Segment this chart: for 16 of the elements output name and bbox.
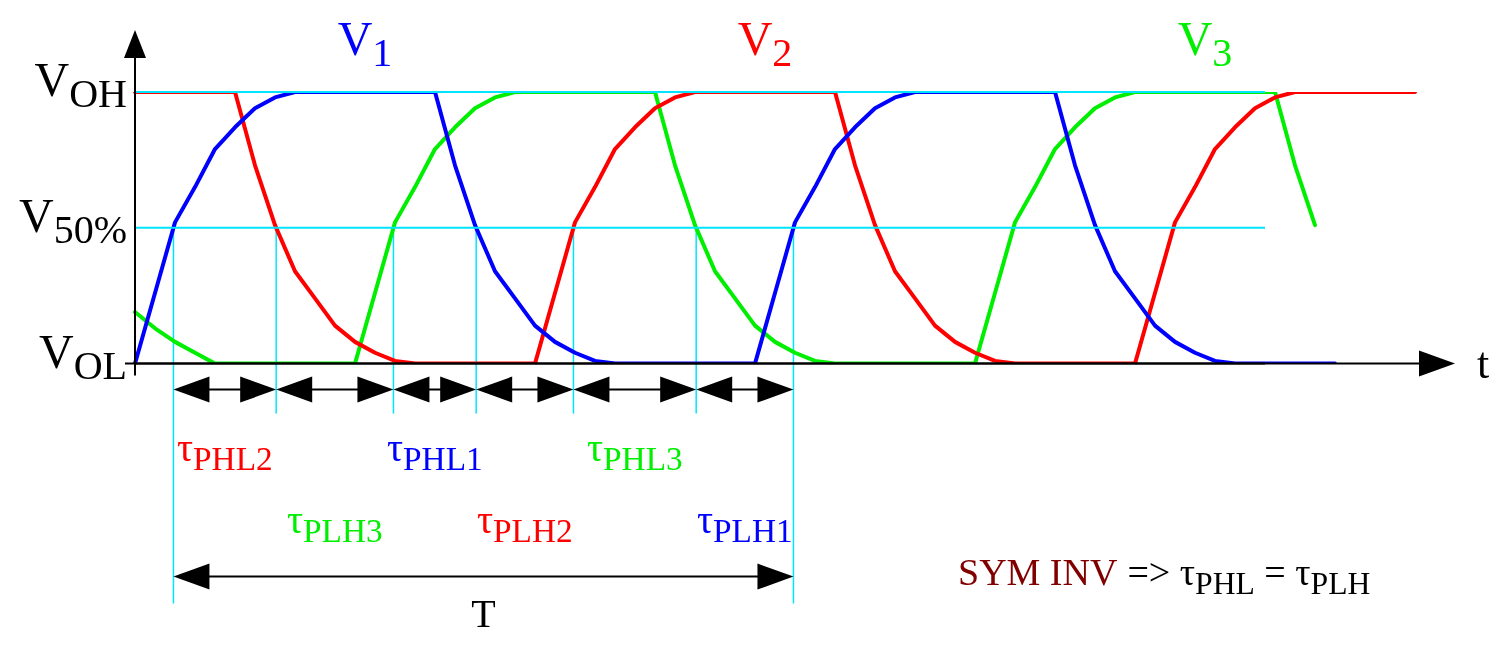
ref-line-label: V$_{OL}$ bbox=[39, 324, 127, 388]
text: τ$_{PLH1}$ bbox=[696, 496, 793, 549]
series-label: V$_{3}$ bbox=[1177, 12, 1233, 75]
ref-line-label: V$_{50%}$ bbox=[19, 189, 127, 252]
text: SYM INV bbox=[958, 551, 1118, 593]
text: τ$_{PHL1}$ bbox=[386, 424, 483, 477]
text: τ$_{PHL2}$ bbox=[176, 424, 273, 477]
ref-line-label: V$_{OH}$ bbox=[34, 53, 127, 116]
x-axis-title: t bbox=[1477, 338, 1490, 388]
text: τ$_{PLH2}$ bbox=[476, 496, 573, 549]
series-label: V$_{2}$ bbox=[737, 12, 793, 75]
text: => τ$_{PHL}$ = τ$_{PLH}$ bbox=[1127, 551, 1371, 601]
text: τ$_{PHL3}$ bbox=[586, 424, 683, 477]
series-label: V$_{1}$ bbox=[337, 12, 393, 75]
text: τ$_{PLH3}$ bbox=[286, 496, 383, 549]
text: T bbox=[471, 590, 496, 636]
